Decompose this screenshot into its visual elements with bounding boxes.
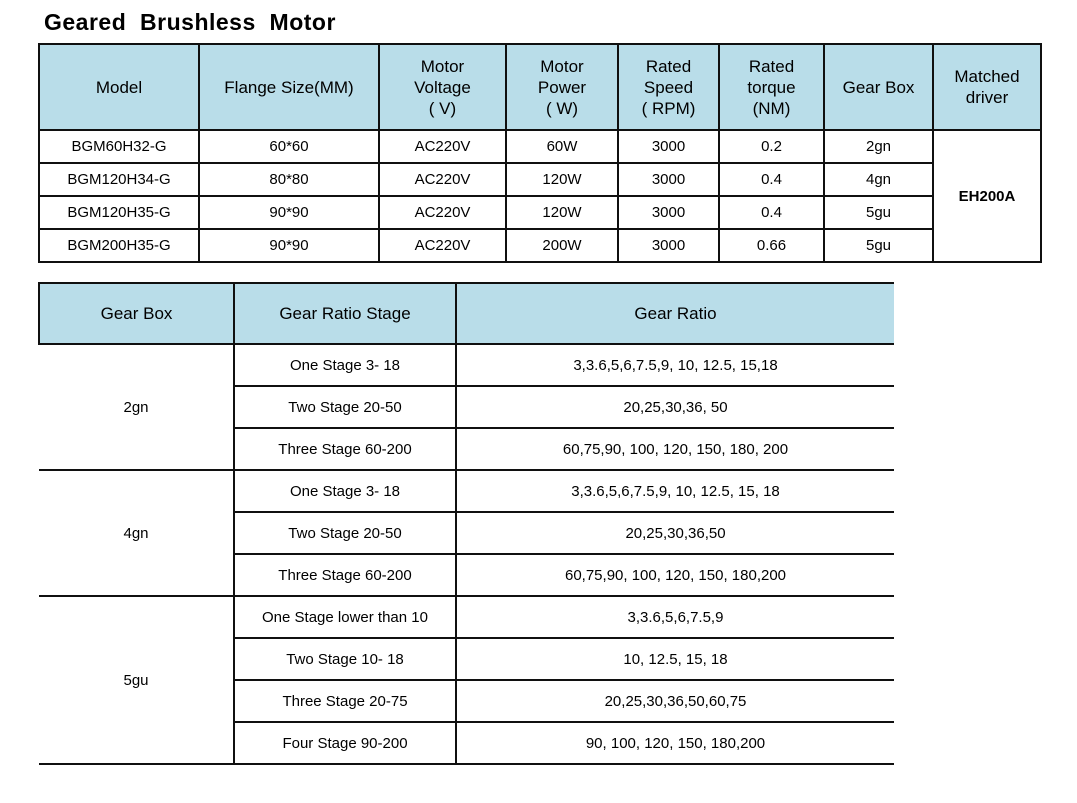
flange-cell: 90*90: [198, 195, 380, 230]
flange-cell: 90*90: [198, 228, 380, 263]
ratio-cell: 20,25,30,36, 50: [455, 385, 894, 429]
ratio-cell: 20,25,30,36,50: [455, 511, 894, 555]
gearbox-cell: 5gu: [823, 228, 934, 263]
page-title: Geared Brushless Motor: [44, 9, 336, 35]
voltage-cell: AC220V: [378, 129, 507, 164]
model-cell: BGM120H34-G: [38, 162, 200, 197]
stage-cell: One Stage lower than 10: [233, 595, 457, 639]
motor-table-header-row: Model Flange Size(MM) Motor Voltage ( V)…: [38, 43, 1042, 131]
motor-row: BGM120H34-G 80*80 AC220V 120W 3000 0.4 4…: [38, 162, 1041, 197]
gearbox-group-cell: 4gn: [39, 469, 235, 597]
model-cell: BGM120H35-G: [38, 195, 200, 230]
gear-row: 5gu One Stage lower than 10 3,3.6,5,6,7.…: [39, 595, 894, 765]
flange-cell: 80*80: [198, 162, 380, 197]
model-cell: BGM200H35-G: [38, 228, 200, 263]
gear-row: Three Stage 20-75 20,25,30,36,50,60,75: [39, 679, 894, 723]
gearbox-group-cell: 2gn: [39, 343, 235, 471]
stage-cell: Two Stage 20-50: [233, 385, 457, 429]
gearbox-cell: 5gu: [823, 195, 934, 230]
header-rated-torque: Rated torque (NM): [718, 43, 825, 131]
stage-cell: Three Stage 60-200: [233, 427, 457, 471]
speed-cell: 3000: [617, 195, 720, 230]
stage-cell: One Stage 3- 18: [233, 343, 457, 387]
stage-cell: Three Stage 60-200: [233, 553, 457, 597]
stage-cell: One Stage 3- 18: [233, 469, 457, 513]
stage-cell: Four Stage 90-200: [233, 721, 457, 765]
gearbox-cell: 4gn: [823, 162, 934, 197]
flange-cell: 60*60: [198, 129, 380, 164]
gear-row: Three Stage 60-200 60,75,90, 100, 120, 1…: [39, 427, 894, 471]
motor-row: BGM200H35-G 90*90 AC220V 200W 3000 0.66 …: [38, 228, 1041, 263]
gear-row: Two Stage 20-50 20,25,30,36,50: [39, 511, 894, 555]
motor-spec-table: Model Flange Size(MM) Motor Voltage ( V)…: [38, 43, 1042, 263]
motor-row: BGM60H32-G 60*60 AC220V 60W 3000 0.2 2gn…: [38, 129, 1042, 263]
gear-table-header-row: Gear Box Gear Ratio Stage Gear Ratio: [38, 282, 894, 345]
power-cell: 200W: [505, 228, 619, 263]
stage-cell: Two Stage 20-50: [233, 511, 457, 555]
ratio-cell: 3,3.6,5,6,7.5,9, 10, 12.5, 15, 18: [455, 469, 894, 513]
stage-cell: Three Stage 20-75: [233, 679, 457, 723]
torque-cell: 0.4: [718, 162, 825, 197]
header-rated-speed: Rated Speed ( RPM): [617, 43, 720, 131]
stage-cell: Two Stage 10- 18: [233, 637, 457, 681]
header-gear-box: Gear Box: [38, 282, 235, 345]
matched-driver-cell: EH200A: [932, 129, 1042, 263]
gearbox-cell: 2gn: [823, 129, 934, 164]
power-cell: 120W: [505, 195, 619, 230]
ratio-cell: 3,3.6,5,6,7.5,9: [455, 595, 894, 639]
header-matched-driver: Matched driver: [932, 43, 1042, 131]
gear-ratio-table: Gear Box Gear Ratio Stage Gear Ratio 2gn…: [38, 282, 894, 765]
gear-row: 2gn One Stage 3- 18 3,3.6,5,6,7.5,9, 10,…: [39, 343, 894, 471]
power-cell: 120W: [505, 162, 619, 197]
ratio-cell: 60,75,90, 100, 120, 150, 180, 200: [455, 427, 894, 471]
header-motor-power: Motor Power ( W): [505, 43, 619, 131]
header-flange-size: Flange Size(MM): [198, 43, 380, 131]
header-gear-ratio: Gear Ratio: [455, 282, 894, 345]
gear-row: Four Stage 90-200 90, 100, 120, 150, 180…: [39, 721, 894, 765]
voltage-cell: AC220V: [378, 162, 507, 197]
ratio-cell: 10, 12.5, 15, 18: [455, 637, 894, 681]
gear-row: Two Stage 20-50 20,25,30,36, 50: [39, 385, 894, 429]
header-model: Model: [38, 43, 200, 131]
torque-cell: 0.2: [718, 129, 825, 164]
power-cell: 60W: [505, 129, 619, 164]
torque-cell: 0.4: [718, 195, 825, 230]
gear-row: Two Stage 10- 18 10, 12.5, 15, 18: [39, 637, 894, 681]
motor-row: BGM120H35-G 90*90 AC220V 120W 3000 0.4 5…: [38, 195, 1041, 230]
voltage-cell: AC220V: [378, 228, 507, 263]
header-motor-voltage: Motor Voltage ( V): [378, 43, 507, 131]
ratio-cell: 60,75,90, 100, 120, 150, 180,200: [455, 553, 894, 597]
model-cell: BGM60H32-G: [38, 129, 200, 164]
gear-row: 4gn One Stage 3- 18 3,3.6,5,6,7.5,9, 10,…: [39, 469, 894, 597]
gear-row: Three Stage 60-200 60,75,90, 100, 120, 1…: [39, 553, 894, 597]
header-gear-ratio-stage: Gear Ratio Stage: [233, 282, 457, 345]
ratio-cell: 3,3.6,5,6,7.5,9, 10, 12.5, 15,18: [455, 343, 894, 387]
speed-cell: 3000: [617, 228, 720, 263]
voltage-cell: AC220V: [378, 195, 507, 230]
header-gear-box: Gear Box: [823, 43, 934, 131]
torque-cell: 0.66: [718, 228, 825, 263]
gearbox-group-cell: 5gu: [39, 595, 235, 765]
speed-cell: 3000: [617, 129, 720, 164]
ratio-cell: 20,25,30,36,50,60,75: [455, 679, 894, 723]
speed-cell: 3000: [617, 162, 720, 197]
ratio-cell: 90, 100, 120, 150, 180,200: [455, 721, 894, 765]
